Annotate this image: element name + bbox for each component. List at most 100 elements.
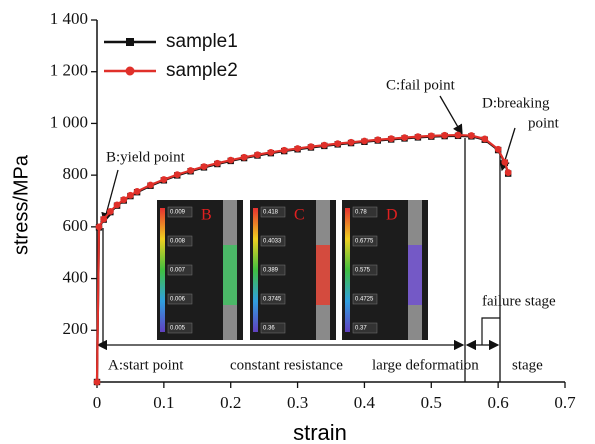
colorbar-label: 0.3745 xyxy=(263,297,282,303)
legend-label: sample2 xyxy=(166,60,238,81)
point xyxy=(93,378,101,386)
colorbar-label: 0.6775 xyxy=(355,239,374,245)
legend-label: sample1 xyxy=(166,31,238,52)
point xyxy=(387,135,395,143)
point xyxy=(468,132,475,139)
annotation: C:fail point xyxy=(386,77,456,93)
point xyxy=(187,167,195,174)
map-letter: C xyxy=(294,207,305,224)
colorbar-label: 0.36 xyxy=(263,326,275,332)
map-letter: D xyxy=(386,207,398,224)
x-tick-label: 0.2 xyxy=(220,393,241,412)
point xyxy=(267,148,275,156)
map-letter: B xyxy=(201,207,212,224)
point xyxy=(414,133,422,141)
annotation: constant resistance xyxy=(230,357,343,373)
colorbar-label: 0.4725 xyxy=(355,297,374,303)
colorbar-label: 0.007 xyxy=(170,268,186,274)
point xyxy=(200,163,208,171)
annotation: point xyxy=(528,115,560,131)
point xyxy=(361,137,368,145)
label-box xyxy=(260,235,286,247)
colorbar-label: 0.006 xyxy=(170,297,186,303)
pointer xyxy=(439,95,463,136)
y-tick-label: 1 400 xyxy=(50,9,88,28)
legend-marker xyxy=(126,38,134,46)
point xyxy=(133,188,141,195)
point xyxy=(127,191,134,199)
colorbar-label: 0.78 xyxy=(355,210,367,216)
label-box xyxy=(167,264,193,276)
y-tick-label: 600 xyxy=(63,216,89,235)
colorbar-label: 0.37 xyxy=(355,326,367,332)
label-box xyxy=(167,235,193,247)
label-box xyxy=(352,235,378,247)
colorbar xyxy=(160,208,165,332)
colorbar xyxy=(345,208,350,332)
label-box xyxy=(352,293,378,305)
point xyxy=(147,181,154,189)
point xyxy=(320,141,328,149)
y-tick-label: 200 xyxy=(63,319,89,338)
annotation: stage xyxy=(512,357,543,373)
x-tick-label: 0.4 xyxy=(354,393,376,412)
point xyxy=(160,176,168,183)
colorbar-label: 0.575 xyxy=(355,268,371,274)
colorbar-label: 0.4033 xyxy=(263,239,282,245)
point xyxy=(501,158,509,166)
point xyxy=(334,140,342,147)
y-tick-label: 1 200 xyxy=(50,61,88,80)
label-box xyxy=(352,206,378,218)
colorbar-label: 0.418 xyxy=(263,210,279,216)
point xyxy=(427,132,435,140)
point xyxy=(481,135,489,143)
point xyxy=(294,145,301,152)
annotation: D:breaking xyxy=(482,95,550,111)
point xyxy=(401,134,408,142)
point xyxy=(347,138,355,146)
point xyxy=(504,169,512,176)
colorbar-label: 0.005 xyxy=(170,326,186,332)
point xyxy=(441,131,449,139)
point xyxy=(227,156,235,164)
strain-map: 0.78 0.6775 0.575 0.4725 0.37 D xyxy=(342,200,428,340)
point xyxy=(280,146,288,154)
point xyxy=(213,159,221,167)
pointer xyxy=(101,169,119,224)
strain-band xyxy=(408,245,422,305)
colorbar-label: 0.008 xyxy=(170,239,186,245)
x-tick-label: 0.5 xyxy=(421,393,442,412)
point xyxy=(254,151,261,159)
point xyxy=(113,201,121,209)
point xyxy=(106,207,114,215)
colorbar-label: 0.389 xyxy=(263,268,279,274)
point xyxy=(120,196,128,204)
point xyxy=(95,223,103,231)
x-tick-label: 0.3 xyxy=(287,393,308,412)
point xyxy=(240,153,248,161)
x-axis-title: strain xyxy=(293,420,347,444)
label-box xyxy=(260,264,286,276)
label-box xyxy=(167,322,193,334)
point xyxy=(173,171,181,179)
point xyxy=(494,145,502,153)
label-box xyxy=(260,322,286,334)
x-tick-label: 0.1 xyxy=(153,393,174,412)
point xyxy=(454,131,462,139)
annotation: B:yield point xyxy=(106,149,186,165)
y-axis-title: stress/MPa xyxy=(10,154,32,255)
point xyxy=(307,143,315,151)
label-box xyxy=(167,206,193,218)
strain-band xyxy=(223,245,237,305)
y-tick-label: 800 xyxy=(63,164,89,183)
label-box xyxy=(260,293,286,305)
x-tick-label: 0 xyxy=(93,393,102,412)
pointer xyxy=(481,317,500,345)
strain-map: 0.009 0.008 0.007 0.006 0.005 B xyxy=(157,200,243,340)
label-box xyxy=(167,293,193,305)
annotation: large deformation xyxy=(372,357,479,373)
label-box xyxy=(260,206,286,218)
y-tick-label: 400 xyxy=(63,267,89,286)
label-box xyxy=(352,322,378,334)
